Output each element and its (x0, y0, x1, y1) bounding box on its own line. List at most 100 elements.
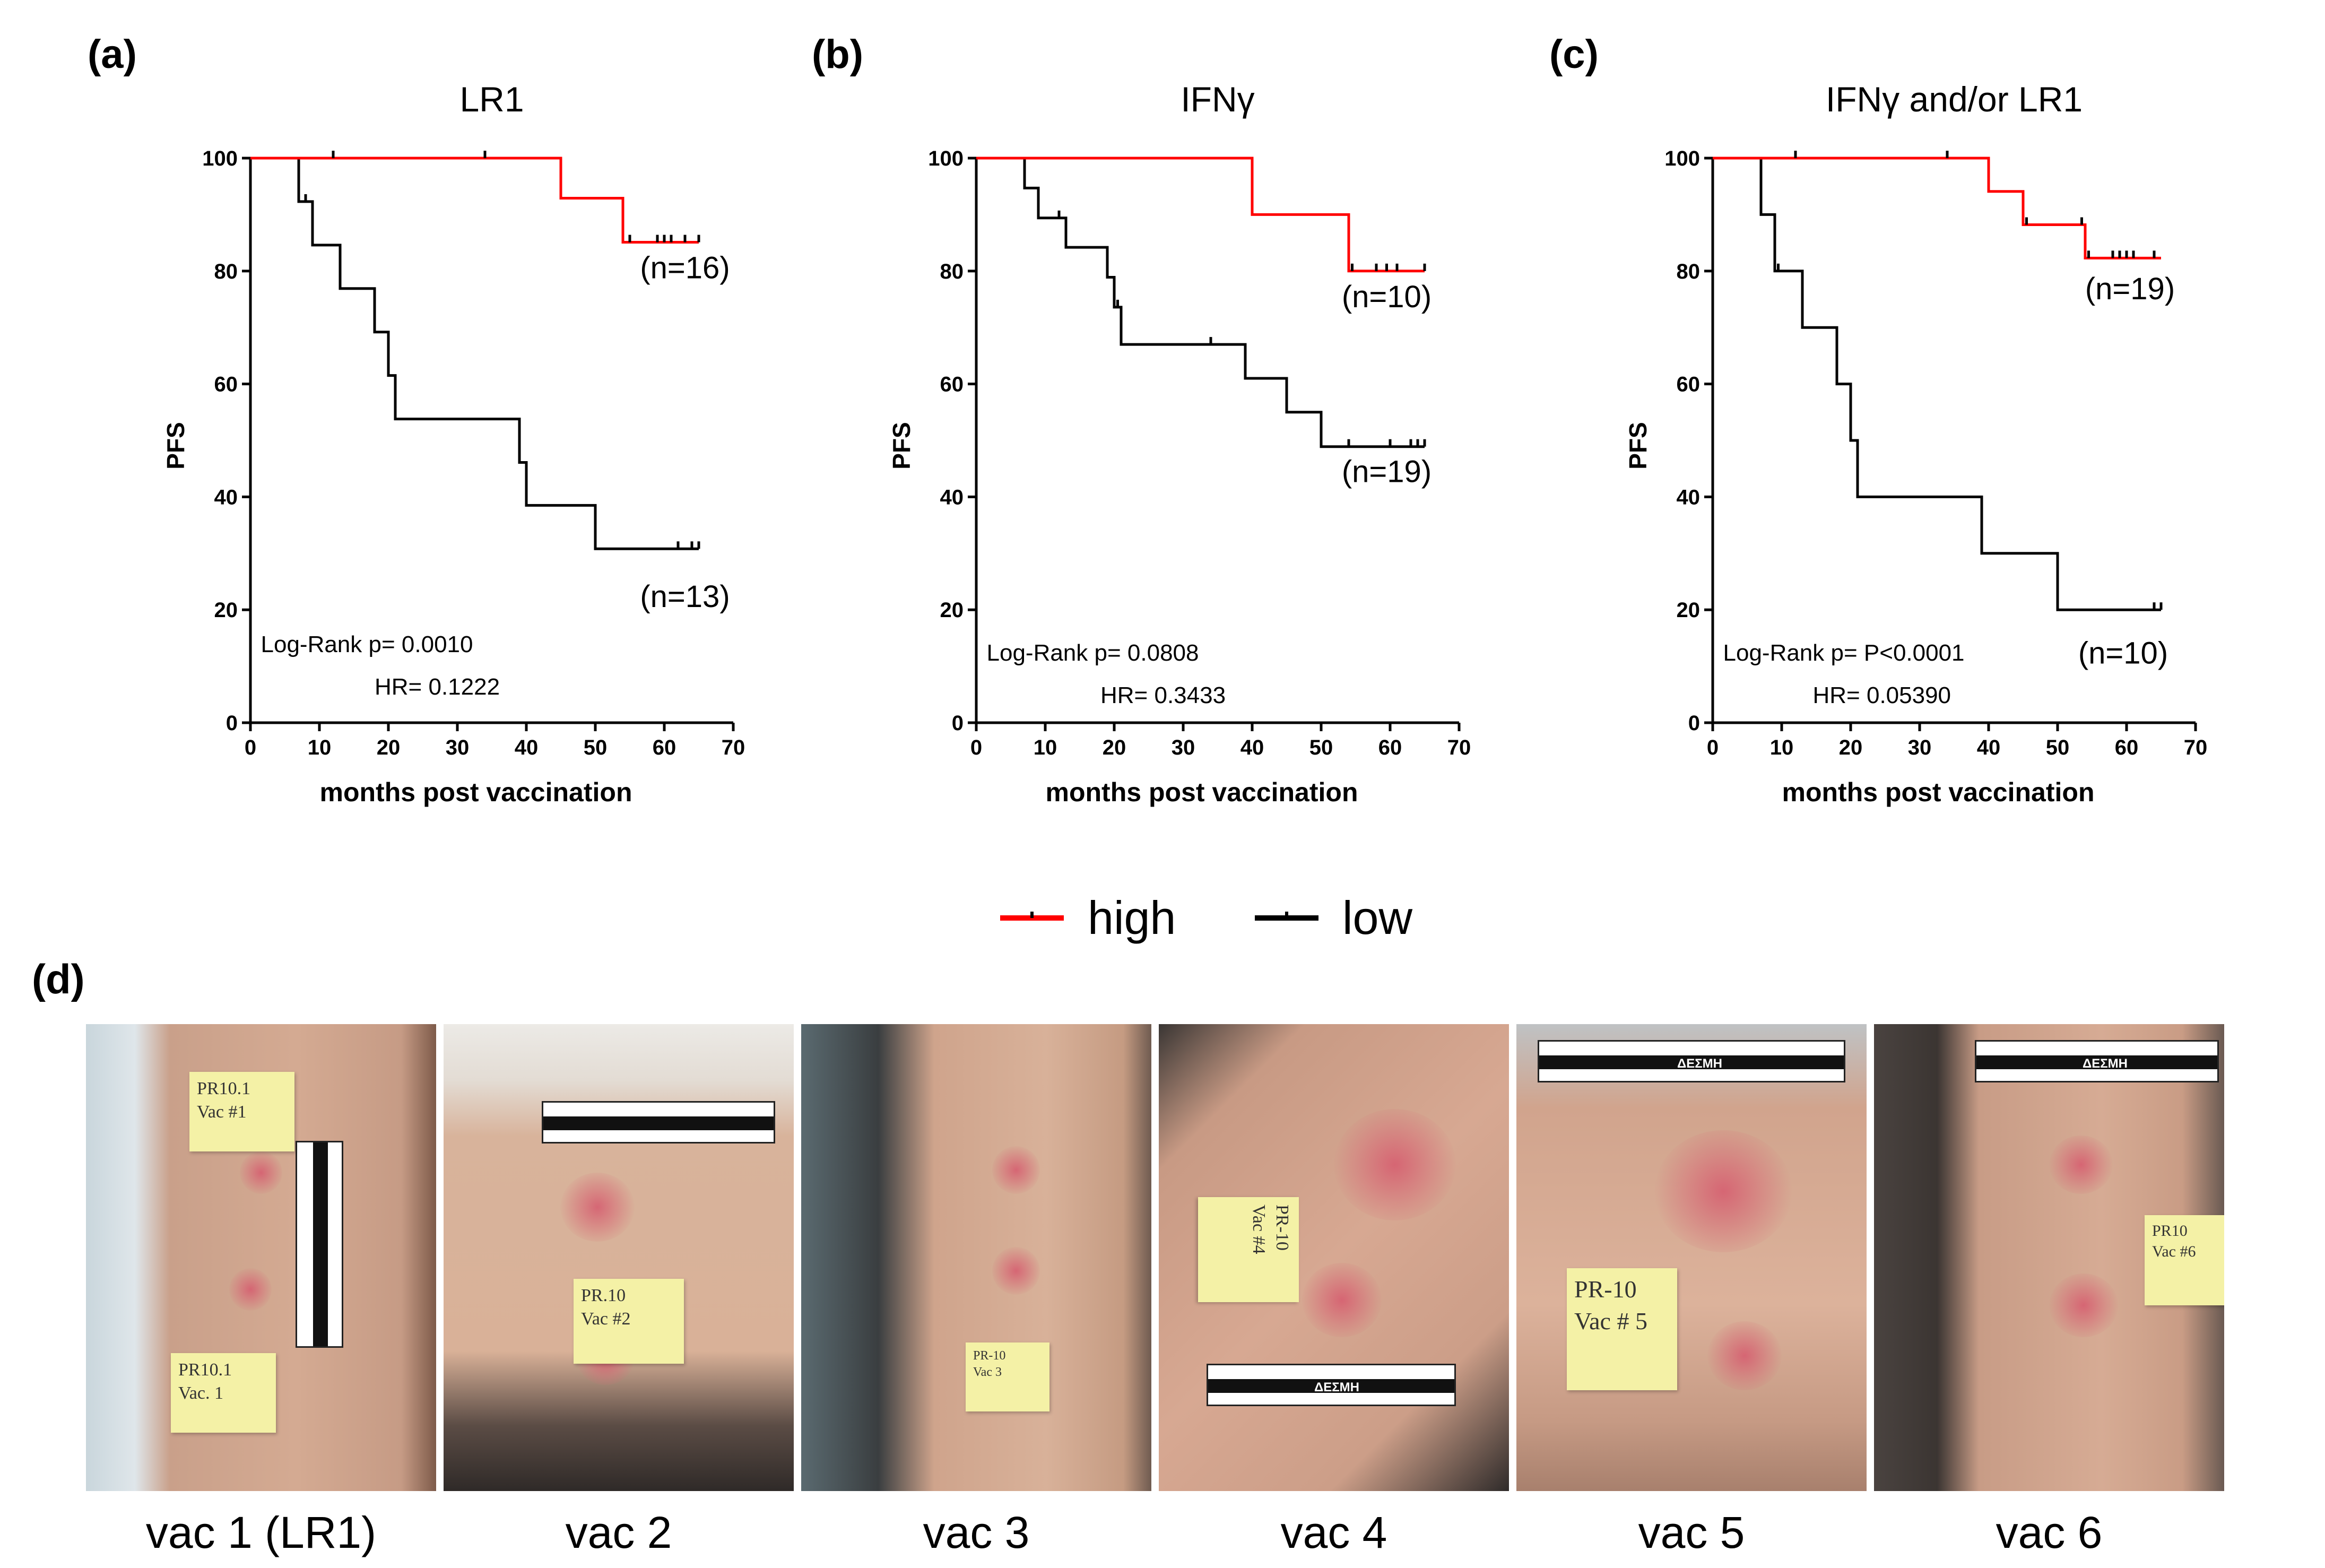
measuring-ruler: ΔΕΣΜΗ (1207, 1364, 1456, 1406)
measuring-ruler: ΔΕΣΜΗ (1975, 1040, 2219, 1082)
x-tick-label: 0 (970, 736, 982, 759)
injection-site (1707, 1321, 1782, 1390)
sticky-note: PR10.1 Vac. 1 (171, 1353, 276, 1433)
photo-caption-5: vac 5 (1638, 1508, 1745, 1557)
x-tick-label: 30 (1908, 736, 1932, 759)
y-tick-label: 80 (940, 260, 964, 283)
y-axis-label: PFS (1624, 422, 1652, 469)
legend-item-high: high (997, 881, 1176, 955)
sticky-note: PR10.1 Vac #1 (189, 1072, 294, 1151)
y-tick-label: 80 (1677, 260, 1701, 283)
photo-caption-6: vac 6 (1996, 1508, 2103, 1557)
injection-site (1302, 1263, 1382, 1337)
y-tick-label: 40 (940, 486, 964, 509)
vaccination-photo-3: PR-10 Vac 3 (801, 1024, 1151, 1491)
stat-annotation: Log-Rank p= 0.0010 (261, 631, 473, 657)
y-tick-label: 100 (1664, 147, 1700, 170)
stat-annotation: Log-Rank p= 0.0808 (987, 640, 1199, 666)
y-axis-label: PFS (162, 422, 189, 469)
y-tick-label: 20 (1677, 599, 1701, 622)
y-tick-label: 60 (214, 373, 238, 396)
vaccination-photo-5: ΔΕΣΜΗ PR-10 Vac # 5 (1516, 1024, 1867, 1491)
legend-swatch-high (1000, 912, 1064, 921)
n-label: (n=13) (640, 579, 730, 614)
x-tick-label: 70 (1447, 736, 1471, 759)
panel-letter: (b) (812, 32, 863, 77)
x-tick-label: 40 (1977, 736, 2001, 759)
injection-site (229, 1268, 272, 1311)
survival-curve-high (976, 157, 1425, 273)
stat-annotation: HR= 0.3433 (1100, 682, 1226, 708)
vaccination-photo-6: ΔΕΣΜΗ PR10 Vac #6 (1874, 1024, 2224, 1491)
x-tick-label: 10 (308, 736, 332, 759)
sticky-note: PR10 Vac #6 (2145, 1215, 2224, 1305)
x-tick-label: 0 (1707, 736, 1719, 759)
legend-swatch-low (1255, 912, 1318, 921)
series-low: (n=19) (976, 157, 1432, 489)
measuring-ruler: ΔΕΣΜΗ (1538, 1040, 1845, 1082)
panel-letter-d: (d) (32, 956, 85, 1002)
legend-item-low: low (1252, 881, 1412, 955)
series-high: (n=19) (1713, 151, 2175, 306)
x-axis-label: months post vaccination (1782, 777, 2095, 807)
y-tick-label: 40 (214, 486, 238, 509)
x-axis-label: months post vaccination (320, 777, 632, 807)
injection-site (560, 1173, 635, 1242)
ruler-text: ΔΕΣΜΗ (1677, 1056, 1722, 1071)
x-tick-label: 60 (653, 736, 676, 759)
series-high: (n=16) (250, 151, 730, 285)
vaccination-photo-2: PR.10 Vac #2 (444, 1024, 794, 1491)
survival-curve-high (250, 157, 699, 244)
panel-letter: (a) (88, 32, 137, 77)
sticky-note: PR.10 Vac #2 (574, 1279, 684, 1364)
x-tick-label: 40 (1240, 736, 1264, 759)
legend-label-low: low (1342, 891, 1413, 944)
y-tick-label: 20 (214, 599, 238, 622)
injection-site (992, 1146, 1040, 1194)
series-low: (n=10) (1713, 157, 2168, 670)
chart-panel-1: (a) LR1 0 20 40 60 80 100 0 10 20 30 40 50 60 70 months … (88, 32, 745, 807)
stat-annotation: HR= 0.05390 (1813, 682, 1951, 708)
vaccination-photo-4: ΔΕΣΜΗ PR-10 Vac #4 (1159, 1024, 1509, 1491)
y-tick-label: 0 (1688, 712, 1700, 735)
x-tick-label: 10 (1034, 736, 1057, 759)
y-tick-label: 60 (1677, 373, 1701, 396)
n-label: (n=16) (640, 251, 730, 285)
survival-curve-low (1713, 157, 2161, 611)
x-tick-label: 40 (515, 736, 539, 759)
injection-site (992, 1247, 1040, 1295)
y-tick-label: 60 (940, 373, 964, 396)
x-tick-label: 20 (1103, 736, 1126, 759)
injection-site (240, 1151, 282, 1194)
x-tick-label: 60 (1378, 736, 1402, 759)
n-label: (n=10) (2078, 636, 2168, 670)
chart-title: IFNγ (1181, 80, 1254, 119)
ruler-text: ΔΕΣΜΗ (2083, 1056, 2128, 1071)
measuring-ruler (296, 1141, 343, 1348)
x-tick-label: 20 (377, 736, 401, 759)
x-axis-label: months post vaccination (1046, 777, 1358, 807)
x-tick-label: 60 (2115, 736, 2139, 759)
x-tick-label: 30 (1172, 736, 1195, 759)
photo-caption-2: vac 2 (565, 1508, 672, 1557)
y-tick-label: 80 (214, 260, 238, 283)
measuring-ruler (542, 1101, 775, 1143)
y-tick-label: 20 (940, 599, 964, 622)
chart-panel-3: (c) IFNγ and/or LR1 0 20 40 60 80 100 0 10 20 30 40 5… (1549, 32, 2207, 807)
x-tick-label: 30 (446, 736, 470, 759)
survival-curve-low (250, 157, 699, 550)
n-label: (n=10) (1342, 280, 1432, 314)
sticky-note: PR-10 Vac 3 (966, 1342, 1049, 1411)
x-tick-label: 10 (1770, 736, 1794, 759)
survival-curve-low (976, 157, 1425, 448)
panel-letter: (c) (1549, 32, 1599, 77)
stat-annotation: Log-Rank p= P<0.0001 (1723, 640, 1965, 666)
series-high: (n=10) (976, 157, 1432, 314)
chart-title: LR1 (459, 80, 524, 119)
y-axis-label: PFS (888, 422, 915, 469)
x-tick-label: 0 (245, 736, 256, 759)
sticky-note: PR-10 Vac #4 (1198, 1197, 1299, 1302)
x-tick-label: 70 (2184, 736, 2208, 759)
y-tick-label: 0 (952, 712, 964, 735)
